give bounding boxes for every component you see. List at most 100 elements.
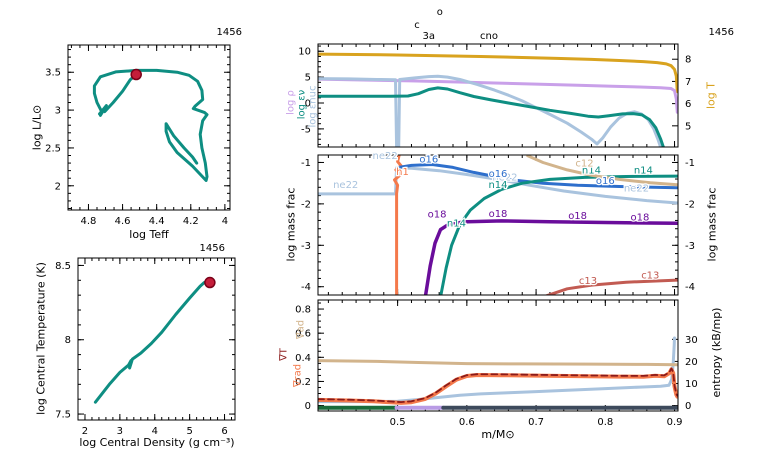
- tick-label: c12: [575, 159, 593, 170]
- tick-label: 30: [685, 335, 698, 346]
- tick-label: 5: [186, 426, 192, 437]
- series-log-eps-nuc: [318, 74, 663, 147]
- tick-label: ne22: [624, 183, 649, 194]
- tick-label: 0.8: [295, 305, 311, 316]
- trho-yaxis-label: log Central Temperature (K): [34, 262, 48, 415]
- hr-model-number: 1456: [216, 27, 242, 38]
- series-log-eps-nu: [318, 86, 665, 147]
- tick-label: 0.5: [390, 417, 406, 428]
- tick-label: 6: [685, 99, 691, 110]
- tick-label: 2.5: [45, 143, 61, 154]
- tick-label: 7: [685, 77, 691, 88]
- tick-label: n14: [488, 180, 507, 191]
- tick-label: 4.8: [81, 216, 97, 227]
- tick-label: 4.6: [115, 216, 131, 227]
- tick-label: -4: [685, 282, 695, 293]
- tick-label: ne22: [373, 151, 398, 162]
- tick-label: 4: [152, 426, 158, 437]
- tick-label: 4: [222, 216, 228, 227]
- tick-label: -1: [301, 158, 311, 169]
- tick-label: 2: [82, 426, 88, 437]
- tick-label: -1: [685, 158, 695, 169]
- tick-label: 0.6: [459, 417, 475, 428]
- series-h1: [393, 155, 403, 295]
- series-grad-T: [318, 367, 678, 404]
- current-model-marker: [130, 68, 142, 81]
- tick-label: o16: [419, 154, 438, 165]
- tick-label: 0.6: [295, 329, 311, 340]
- tick-label: 0.2: [295, 377, 311, 388]
- tick-label: 8: [685, 55, 691, 66]
- tick-label: 8.5: [55, 261, 71, 272]
- current-model-marker: [204, 276, 216, 289]
- tick-label: o: [437, 7, 443, 18]
- series-central-track: [93, 281, 214, 404]
- profile-model-number: 1456: [708, 27, 734, 38]
- tick-label: -3: [301, 241, 311, 252]
- profile_abundance_panel: -1 -1 -2 -2 -3 -3 -4 -4 ne22 ne22 ne22 ne22 h1 o16 o16…: [301, 150, 695, 296]
- t_rho_central: 2 3 4 5 6 7.5 8 8.5: [55, 257, 236, 437]
- profile-xaxis-label: m/M⊙: [481, 428, 515, 441]
- tick-label: ne22: [333, 180, 358, 191]
- hr-yaxis-label: log L/L⊙: [30, 104, 44, 151]
- tick-label: c13: [641, 270, 659, 281]
- tick-label: 0: [305, 401, 311, 412]
- tick-label: 8: [65, 335, 71, 346]
- log-eps-nuc-axis-label: log εnuc: [307, 85, 319, 128]
- tick-label: 2: [55, 181, 61, 192]
- tick-label: 0: [685, 401, 691, 412]
- tick-label: 4.4: [149, 216, 165, 227]
- log-t-axis-label: log T: [704, 82, 718, 109]
- tick-label: 3: [117, 426, 123, 437]
- series-o18: [423, 219, 678, 295]
- tick-label: n14: [447, 219, 466, 230]
- log-rho-axis-label: log ρ: [285, 90, 297, 115]
- series-c12: [526, 155, 678, 187]
- tick-label: 0.4: [295, 353, 311, 364]
- tick-label: h1: [396, 167, 409, 178]
- grad-ad-axis-label: ∇ad: [295, 319, 307, 340]
- tick-label: 0: [305, 99, 311, 110]
- hr-xaxis-label: log Teff: [129, 228, 169, 241]
- log-eps-nu-axis-label: log εν: [296, 89, 308, 120]
- tick-label: 3a: [423, 31, 436, 42]
- tick-label: 5: [685, 121, 691, 132]
- tick-label: o16: [489, 169, 508, 180]
- mass-frac-right-axis-label: log mass frac: [705, 187, 719, 262]
- series-evolution-track: [92, 68, 209, 182]
- entropy-axis-label: entropy (kB/mp): [710, 307, 723, 398]
- tick-label: 0.7: [528, 417, 544, 428]
- tick-label: -4: [301, 282, 311, 293]
- series-current-track-rise: [103, 73, 138, 114]
- tick-label: 4.2: [183, 216, 199, 227]
- tick-label: o18: [428, 210, 447, 221]
- tick-label: -2: [685, 199, 695, 210]
- tick-label: o16: [596, 176, 615, 187]
- axes-box: [67, 44, 231, 211]
- tick-label: 20: [685, 357, 698, 368]
- tick-label: c13: [579, 276, 597, 287]
- tick-label: cno: [480, 31, 498, 42]
- tick-label: n14: [634, 166, 653, 177]
- tick-label: 6: [221, 426, 227, 437]
- series-entropy: [318, 336, 676, 404]
- axes-box: [317, 299, 679, 412]
- profile_power_panel: -5 0 5 10 8 7 6 5 o c3a cno: [298, 7, 691, 148]
- tick-label: -3: [685, 241, 695, 252]
- tick-label: 3.5: [45, 68, 61, 79]
- grad-t-axis-label: ∇T: [278, 348, 290, 361]
- series-log-T: [318, 52, 678, 94]
- tick-label: o18: [568, 211, 587, 222]
- tick-label: 5: [305, 73, 311, 84]
- series-o16: [397, 163, 678, 190]
- tick-label: 0.8: [597, 417, 613, 428]
- hr_diagram: 4.8 4.6 4.4 4.2 4 2 2.5 3 3.5: [45, 44, 231, 227]
- tick-label: 10: [298, 47, 311, 58]
- mass-frac-left-axis-label: log mass frac: [284, 187, 298, 262]
- tick-label: 0.9: [667, 417, 683, 428]
- grad-rad-axis-label: ∇rad: [292, 363, 304, 388]
- axes-box: [317, 154, 679, 296]
- series-log-rho: [318, 77, 678, 114]
